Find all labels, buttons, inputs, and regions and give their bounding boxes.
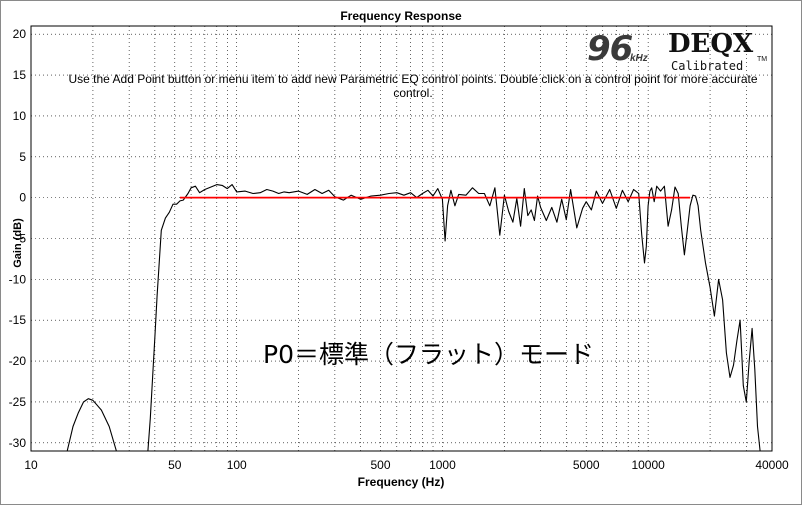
x-axis-ticks: 10 50 100 500 1000 5000 10000 40000 bbox=[24, 458, 789, 472]
y-tick-label: 20 bbox=[13, 27, 27, 41]
deqx-logo: 96 kHz DEQX Calibrated TM bbox=[584, 29, 769, 77]
logo-brand: DEQX bbox=[668, 29, 754, 59]
x-tick-label: 500 bbox=[370, 458, 390, 472]
x-tick-label: 1000 bbox=[429, 458, 456, 472]
x-axis-label: Frequency (Hz) bbox=[357, 475, 445, 489]
x-tick-label: 50 bbox=[168, 458, 182, 472]
y-tick-label: -20 bbox=[9, 354, 27, 368]
mode-caption: P0＝標準（フラット）モード bbox=[263, 340, 594, 369]
y-tick-label: -15 bbox=[9, 313, 27, 327]
instruction-text: Use the Add Point button or menu item to… bbox=[68, 72, 758, 100]
y-axis-label: Gain (dB) bbox=[12, 218, 24, 268]
x-tick-label: 40000 bbox=[755, 458, 789, 472]
y-tick-label: 10 bbox=[13, 109, 27, 123]
y-tick-label: 0 bbox=[19, 191, 26, 205]
logo-subtitle: Calibrated bbox=[671, 59, 744, 73]
y-axis-ticks: 20 15 10 5 0 -5 -10 -15 -20 -25 -30 bbox=[9, 27, 27, 450]
y-tick-label: -5 bbox=[15, 232, 26, 246]
chart-title: Frequency Response bbox=[340, 9, 462, 23]
y-tick-label: 5 bbox=[19, 150, 26, 164]
x-tick-label: 10 bbox=[24, 458, 38, 472]
x-tick-label: 5000 bbox=[573, 458, 600, 472]
x-tick-label: 100 bbox=[227, 458, 247, 472]
series-layer bbox=[66, 184, 761, 451]
measured-response-curve bbox=[66, 184, 761, 451]
x-tick-label: 10000 bbox=[631, 458, 665, 472]
logo-trademark: TM bbox=[757, 56, 768, 63]
y-tick-label: -30 bbox=[9, 436, 27, 450]
grid-lines bbox=[30, 26, 773, 451]
y-tick-label: 15 bbox=[13, 68, 27, 82]
y-tick-label: -10 bbox=[9, 272, 27, 286]
logo-rate: 96 bbox=[587, 29, 633, 69]
logo-unit: kHz bbox=[630, 53, 648, 64]
y-tick-label: -25 bbox=[9, 395, 27, 409]
